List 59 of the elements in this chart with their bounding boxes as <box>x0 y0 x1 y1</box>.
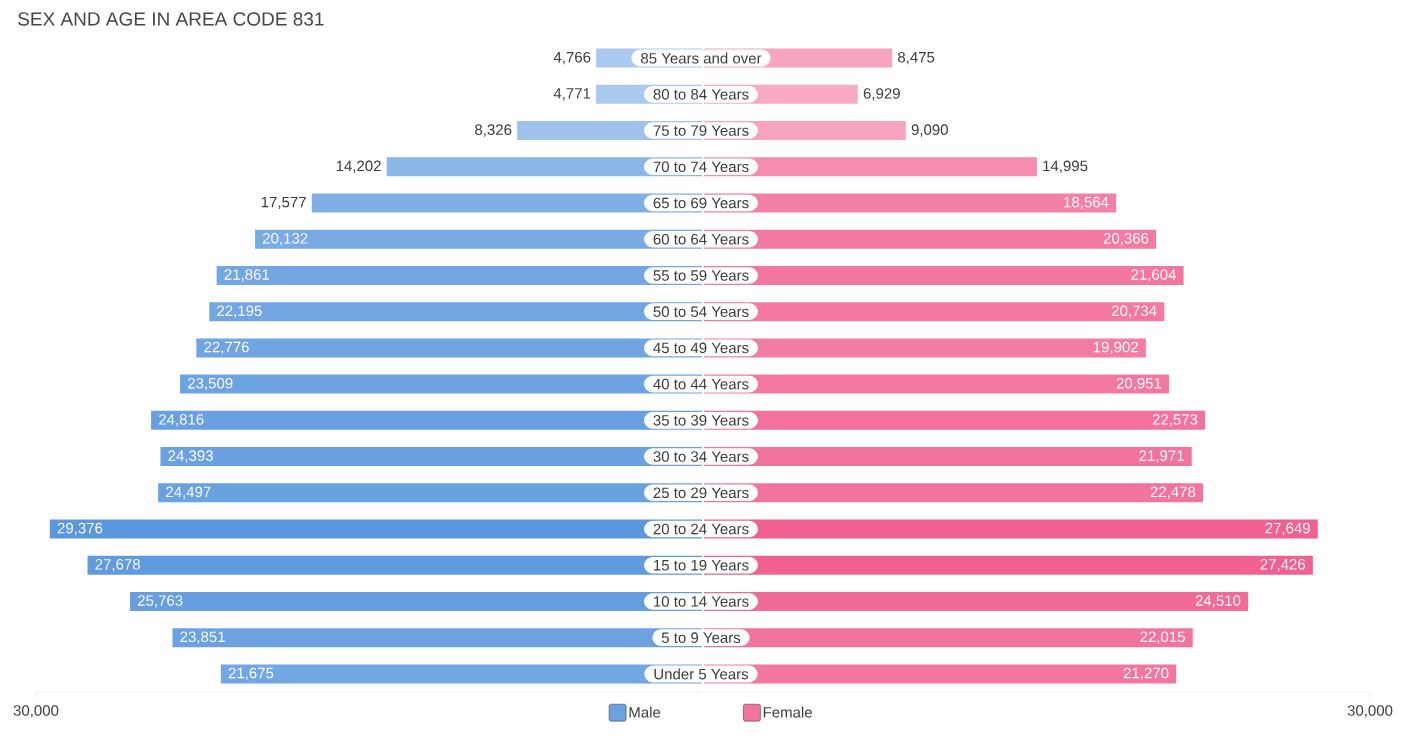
data-label: 8,326 <box>475 124 512 137</box>
y-tick-label: 55 to 59 Years <box>653 270 749 281</box>
x-tick-label: 30,000 <box>1347 705 1393 718</box>
y-tick-label: 75 to 79 Years <box>653 125 749 136</box>
y-tick-label: 40 to 44 Years <box>653 378 749 390</box>
data-label: 24,816 <box>159 414 204 427</box>
data-label: 4,766 <box>553 51 591 65</box>
data-label: 21,971 <box>1139 450 1184 463</box>
y-tick-label: 20 to 24 Years <box>653 523 749 535</box>
data-label: 29,376 <box>57 522 103 536</box>
data-label: 22,573 <box>1152 414 1198 427</box>
data-label: 21,675 <box>228 667 274 681</box>
data-label: 4,771 <box>553 88 591 101</box>
y-tick-label: 35 to 39 Years <box>653 415 749 426</box>
data-label: 27,649 <box>1265 522 1310 536</box>
x-tick-label: 30,000 <box>13 705 59 718</box>
data-label: 23,851 <box>180 631 225 644</box>
y-tick-label: 10 to 14 Years <box>654 596 749 607</box>
data-label: 21,604 <box>1131 269 1176 282</box>
data-label: 25,763 <box>138 595 183 608</box>
legend-label: Female <box>763 706 812 718</box>
data-label: 8,475 <box>898 51 935 65</box>
data-label: 9,090 <box>911 124 948 137</box>
data-label: 21,861 <box>224 269 270 282</box>
data-label: 22,478 <box>1150 486 1196 499</box>
data-label: 22,195 <box>217 305 262 318</box>
data-label: 27,678 <box>95 559 140 572</box>
y-tick-label: 65 to 69 Years <box>653 197 749 209</box>
y-tick-label: 45 to 49 Years <box>653 342 749 354</box>
data-label: 21,270 <box>1123 667 1169 681</box>
y-tick-label: 50 to 54 Years <box>653 306 749 317</box>
data-label: 20,951 <box>1116 377 1162 391</box>
data-label: 24,393 <box>168 450 213 463</box>
y-tick-label: 5 to 9 Years <box>661 632 741 643</box>
data-label: 27,426 <box>1260 559 1306 572</box>
y-tick-label: 80 to 84 Years <box>653 89 749 100</box>
y-tick-label: 85 Years and over <box>641 52 762 64</box>
y-tick-label: 15 to 19 Years <box>654 559 749 571</box>
data-label: 18,564 <box>1064 196 1109 210</box>
chart-title: SEX AND AGE IN AREA CODE 831 <box>18 12 324 26</box>
data-label: 22,776 <box>204 341 249 355</box>
data-label: 20,734 <box>1111 305 1157 318</box>
data-label: 14,202 <box>336 160 381 173</box>
data-label: 22,015 <box>1140 631 1185 644</box>
y-tick-label: 30 to 34 Years <box>653 451 749 462</box>
data-label: 19,902 <box>1093 341 1138 355</box>
data-label: 20,366 <box>1103 233 1149 246</box>
y-tick-label: 70 to 74 Years <box>653 161 749 173</box>
data-label: 24,510 <box>1195 595 1241 608</box>
legend-label: Male <box>629 706 661 718</box>
y-tick-label: Under 5 Years <box>654 668 749 680</box>
data-label: 6,929 <box>863 88 900 101</box>
data-label: 23,509 <box>188 377 233 391</box>
data-label: 24,497 <box>166 486 211 499</box>
y-tick-label: 60 to 64 Years <box>653 233 749 245</box>
y-tick-label: 25 to 29 Years <box>653 487 749 499</box>
data-label: 17,577 <box>261 196 306 210</box>
data-label: 14,995 <box>1043 160 1088 173</box>
data-label: 20,132 <box>263 233 308 246</box>
